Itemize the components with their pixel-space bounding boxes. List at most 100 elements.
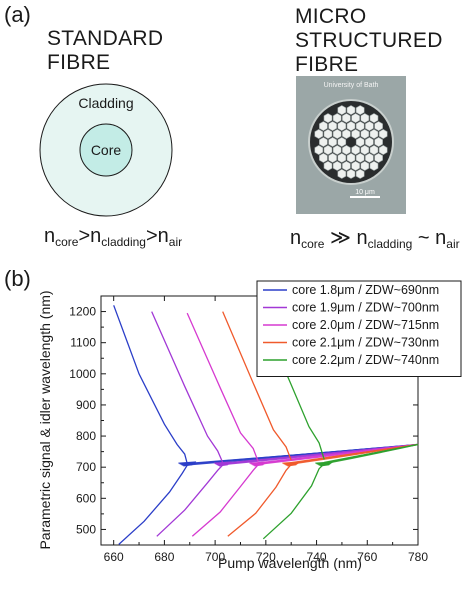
micro-structured-fibre-title: MICRO STRUCTURED FIBRE <box>295 5 443 77</box>
air-hole <box>365 137 374 147</box>
air-hole <box>351 160 360 171</box>
air-hole <box>346 152 356 163</box>
zdw-cluster <box>285 463 298 466</box>
air-hole <box>369 129 379 139</box>
air-hole <box>328 137 337 147</box>
standard-index-relation: ncore>ncladding>nair <box>44 225 182 249</box>
n-symbol: n <box>435 227 447 249</box>
idler-branch <box>191 464 259 537</box>
degenerate-tail <box>324 444 419 465</box>
zdw-cluster <box>317 462 332 465</box>
operator: > <box>78 225 91 247</box>
legend-entry: core 2.2μm / ZDW~740nm <box>292 353 439 367</box>
air-hole <box>346 168 356 179</box>
air-hole <box>337 152 347 163</box>
zdw-cluster <box>316 461 333 465</box>
air-hole <box>369 145 379 155</box>
y-tick-label: 900 <box>76 398 96 412</box>
y-tick-label: 600 <box>76 491 96 505</box>
y-tick-label: 1000 <box>69 367 96 381</box>
scale-bar <box>350 196 380 198</box>
operator: > <box>145 225 158 247</box>
photo-caption: University of Bath <box>324 82 379 89</box>
core-label: Core <box>91 142 122 158</box>
air-hole <box>374 121 383 132</box>
y-tick-label: 1100 <box>70 336 96 350</box>
fibre-micrograph: University of Bath 10 μm <box>296 76 406 214</box>
operator: ≫ <box>324 227 357 249</box>
x-tick-label: 780 <box>408 550 428 564</box>
air-hole <box>337 105 347 116</box>
standard-title-line2: FIBRE <box>47 51 111 74</box>
n-symbol: n <box>90 225 102 247</box>
chart-legend: core 1.8μm / ZDW~690nm core 1.9μm / ZDW~7… <box>256 280 462 377</box>
zdw-cluster <box>216 463 230 466</box>
zdw-cluster <box>286 463 298 466</box>
air-hole <box>342 160 351 171</box>
zdw-cluster <box>183 464 193 467</box>
air-hole <box>351 129 360 139</box>
panel-b-label: (b) <box>4 266 31 291</box>
air-hole <box>346 105 356 116</box>
air-hole <box>332 160 342 171</box>
zdw-cluster <box>287 464 297 467</box>
subscript-core: core <box>55 235 79 249</box>
y-tick-label: 800 <box>76 429 96 443</box>
zdw-cluster <box>315 461 334 464</box>
zdw-cluster <box>179 461 196 465</box>
air-hole <box>337 168 347 179</box>
standard-fibre-title: STANDARD FIBRE <box>47 27 163 75</box>
n-symbol: n <box>356 227 368 249</box>
air-hole <box>342 145 351 155</box>
air-hole <box>346 121 356 132</box>
idler-branch <box>262 463 325 540</box>
air-hole <box>323 129 333 139</box>
air-hole <box>365 121 374 132</box>
zdw-cluster <box>181 463 194 466</box>
cladding-label: Cladding <box>78 95 133 111</box>
air-hole <box>332 129 342 139</box>
x-tick-label: 720 <box>256 550 276 564</box>
air-hole <box>342 129 351 139</box>
idler-branch <box>227 463 292 537</box>
air-hole <box>369 160 379 171</box>
air-hole <box>314 129 324 139</box>
air-hole <box>328 152 337 163</box>
air-hole <box>355 137 365 147</box>
x-tick-label: 680 <box>154 550 174 564</box>
standard-title-line1: STANDARD <box>47 27 164 50</box>
signal-branch <box>113 305 188 464</box>
zdw-cluster <box>213 461 232 464</box>
signal-branch <box>151 311 224 463</box>
scale-bar-label: 10 μm <box>355 189 375 196</box>
air-hole <box>374 152 383 163</box>
legend-entry: core 2.1μm / ZDW~730nm <box>292 336 439 350</box>
n-symbol: n <box>157 225 169 247</box>
micro-index-relation: ncore ≫ ncladding ~ nair <box>290 225 460 251</box>
zdw-cluster <box>319 463 331 466</box>
air-hole <box>360 129 370 139</box>
air-hole <box>319 121 328 132</box>
x-tick-label: 660 <box>104 550 124 564</box>
subscript-cladding: cladding <box>367 237 413 251</box>
zdw-cluster <box>253 463 265 466</box>
air-hole <box>355 121 365 132</box>
air-hole <box>360 160 370 171</box>
subscript-core: core <box>301 237 325 251</box>
air-hole <box>319 137 328 147</box>
zdw-cluster <box>251 462 266 465</box>
air-hole <box>337 137 347 147</box>
y-tick-label: 700 <box>76 460 96 474</box>
air-hole <box>351 145 360 155</box>
zdw-cluster <box>218 464 228 467</box>
air-hole <box>323 160 333 171</box>
air-hole <box>332 145 342 155</box>
air-hole <box>332 113 342 124</box>
zdw-cluster <box>214 461 231 465</box>
idler-branch <box>118 464 188 545</box>
zdw-cluster <box>250 461 267 465</box>
air-hole <box>374 137 383 147</box>
air-hole <box>378 145 388 155</box>
zdw-cluster <box>180 462 195 465</box>
